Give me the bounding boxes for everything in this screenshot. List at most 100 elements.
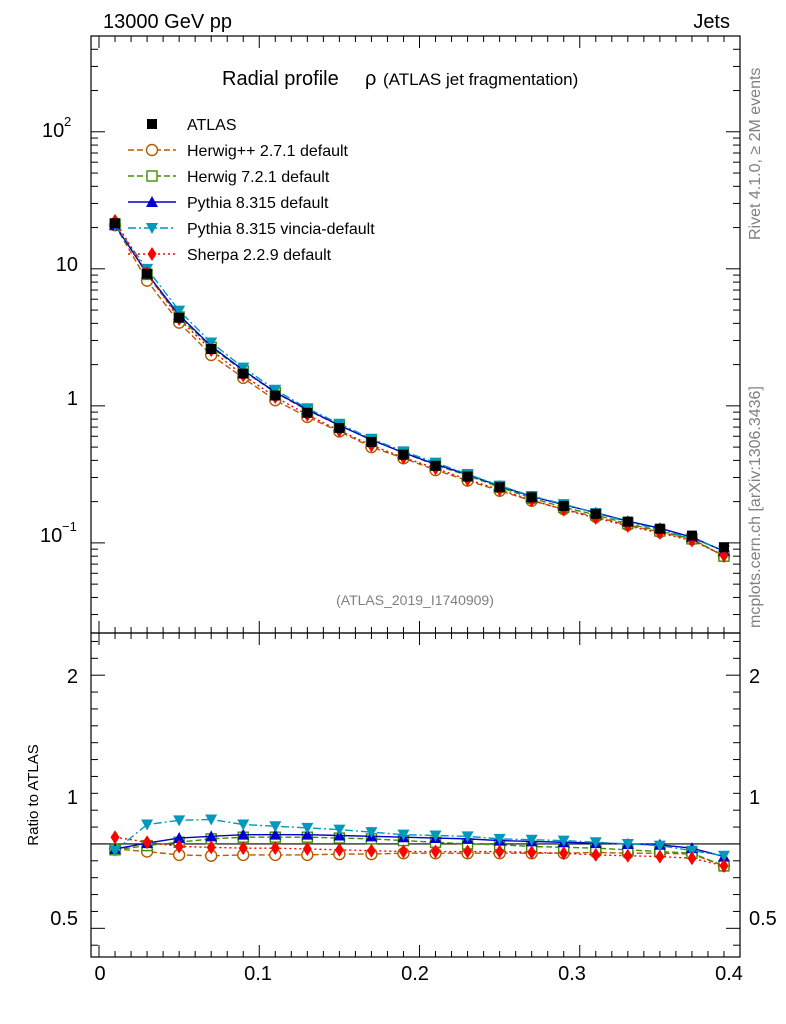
ratio-ytick-1: 1 [67, 787, 78, 809]
ratio-point-vincia [589, 837, 602, 849]
legend-label-vincia: Pythia 8.315 vincia-default [187, 221, 375, 238]
legend-entry-herwigpp: Herwig++ 2.7.1 default [128, 143, 349, 160]
main-series-pythia [109, 219, 730, 557]
ratio-point-pythia [301, 828, 314, 840]
ratio-point-pythia [237, 828, 250, 840]
legend-marker-ATLAS [147, 119, 157, 129]
ratio-point-sherpa [687, 851, 697, 866]
ratio-point-sherpa [463, 844, 473, 859]
ytick-label-10: 10 [56, 254, 78, 276]
ratio-line-vincia [114, 818, 725, 857]
chart-subtitle: (ATLAS jet fragmentation) [383, 70, 578, 89]
legend-label-herwig7: Herwig 7.2.1 default [187, 169, 330, 186]
ratio-y-tick-labels: 2 1 0.5 2 1 0.5 [50, 666, 777, 930]
ratio-point-sherpa [174, 839, 184, 854]
ratio-point-vincia [461, 831, 474, 843]
ytick-label-100: 10 [42, 120, 64, 142]
legend-symbol-vincia [128, 223, 176, 234]
ratio-point-vincia [365, 827, 378, 839]
rivet-label: Rivet 4.1.0, ≥ 2M events [747, 68, 764, 240]
ratio-point-pythia [205, 830, 218, 842]
ratio-line-sherpa [114, 836, 725, 867]
header-left: 13000 GeV pp [103, 11, 232, 33]
chart-title-symbol: ρ [365, 68, 376, 90]
main-point-ATLAS [718, 542, 729, 553]
ratio-series-pythia [109, 828, 730, 862]
ratio-point-sherpa [334, 842, 344, 857]
legend: ATLAS Herwig++ 2.7.1 default Herwig 7.2.… [128, 117, 375, 264]
main-point-ATLAS [462, 471, 473, 482]
ratio-point-sherpa [719, 858, 729, 873]
ratio-point-sherpa [142, 835, 152, 850]
legend-label-atlas: ATLAS [187, 117, 237, 134]
ratio-series-herwigpp [108, 842, 731, 873]
legend-marker-vincia [146, 223, 158, 234]
ratio-point-sherpa [206, 840, 216, 855]
main-point-ATLAS [238, 368, 249, 379]
ratio-point-vincia [205, 814, 218, 826]
ratio-point-sherpa [366, 843, 376, 858]
legend-symbol-sherpa [128, 247, 176, 261]
main-series-layer [108, 213, 731, 563]
ratio-point-pythia [269, 828, 282, 840]
legend-marker-sherpa [147, 247, 157, 261]
main-series-herwigpp [108, 219, 731, 563]
legend-label-sherpa: Sherpa 2.2.9 default [187, 247, 332, 264]
main-point-ATLAS [590, 508, 601, 519]
ratio-point-vincia [301, 822, 314, 834]
ratio-point-sherpa [559, 846, 569, 861]
x-tick-labels: 0 0.1 0.2 0.3 0.4 [94, 963, 742, 985]
legend-entry-vincia: Pythia 8.315 vincia-default [128, 221, 375, 238]
ratio-point-vincia [557, 835, 570, 847]
ratio-panel-frame [90, 632, 741, 958]
main-line-vincia [114, 224, 725, 552]
ratio-ytick-0.5: 0.5 [50, 908, 78, 930]
main-point-ATLAS [494, 482, 505, 493]
main-point-ATLAS [174, 312, 185, 323]
legend-marker-herwigpp [145, 143, 159, 157]
ratio-point-sherpa [527, 845, 537, 860]
legend-symbol-herwig7 [128, 170, 176, 182]
main-line-pythia [114, 224, 725, 552]
ratio-series-sherpa [110, 830, 729, 873]
ratio-series-layer [108, 814, 731, 873]
ratio-point-sherpa [431, 844, 441, 859]
chart-title: Radial profile [222, 68, 339, 90]
legend-marker-herwig7 [146, 170, 158, 182]
ratio-point-sherpa [270, 841, 280, 856]
ratio-point-sherpa [623, 848, 633, 863]
legend-entry-herwig7: Herwig 7.2.1 default [128, 169, 330, 186]
ytick-label-0.1-exp: −1 [62, 519, 77, 534]
legend-entry-atlas: ATLAS [147, 117, 237, 134]
main-point-ATLAS [142, 268, 153, 279]
header-right: Jets [693, 11, 730, 33]
ratio-point-pythia [173, 832, 186, 844]
ratio-ylabel: Ratio to ATLAS [25, 744, 42, 845]
legend-symbol-atlas [147, 119, 157, 129]
legend-entry-sherpa: Sherpa 2.2.9 default [128, 247, 332, 264]
legend-label-pythia: Pythia 8.315 default [187, 195, 329, 212]
main-point-vincia [173, 305, 186, 317]
main-point-ATLAS [270, 390, 281, 401]
main-series-herwig7 [109, 218, 730, 562]
main-point-vincia [237, 362, 250, 374]
main-point-ATLAS [526, 492, 537, 503]
ratio-point-sherpa [495, 844, 505, 859]
main-y-tick-labels: 10 2 10 1 10 −1 [40, 114, 78, 547]
main-point-ATLAS [366, 436, 377, 447]
xtick-0.4: 0.4 [715, 963, 743, 985]
xtick-0: 0 [94, 963, 105, 985]
ratio-point-vincia [141, 819, 154, 831]
ratio-point-vincia [269, 821, 282, 833]
main-point-vincia [205, 337, 218, 349]
ytick-label-1: 1 [67, 388, 78, 410]
xtick-0.1: 0.1 [244, 963, 272, 985]
ratio-point-sherpa [302, 842, 312, 856]
main-point-ATLAS [686, 530, 697, 541]
ratio-point-sherpa [110, 830, 120, 845]
main-point-ATLAS [558, 500, 569, 511]
ratio-point-vincia [397, 829, 410, 841]
ratio-ytick-2-right: 2 [749, 666, 760, 688]
xtick-0.3: 0.3 [558, 963, 586, 985]
